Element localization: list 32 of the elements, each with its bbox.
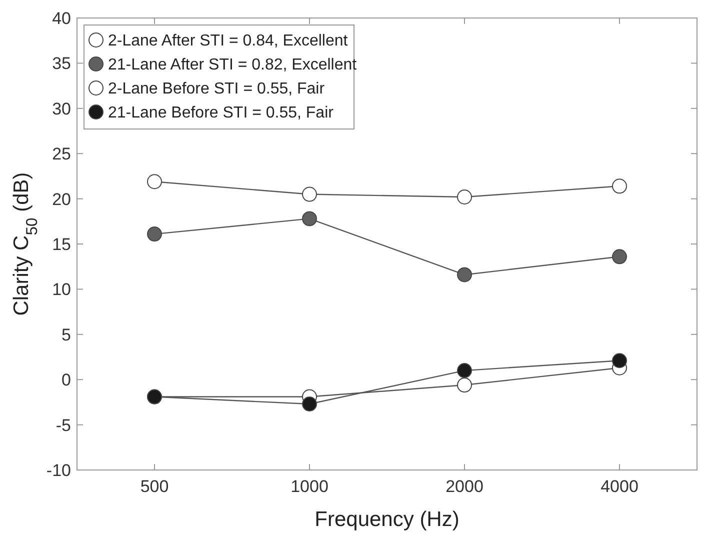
legend-label: 21-Lane Before STI = 0.55, Fair <box>108 104 334 122</box>
point <box>457 267 472 282</box>
y-tick-label: 15 <box>52 234 71 254</box>
legend-label: 2-Lane After STI = 0.84, Excellent <box>108 32 348 50</box>
x-axis-title: Frequency (Hz) <box>314 508 460 531</box>
point <box>302 396 317 412</box>
x-tick-label: 2000 <box>446 477 484 496</box>
y-tick-label: 0 <box>62 370 71 390</box>
point <box>612 249 627 264</box>
point <box>457 189 472 204</box>
y-tick-label: 5 <box>62 325 71 344</box>
y-tick-label: 20 <box>52 190 71 209</box>
legend-label: 21-Lane After STI = 0.82, Excellent <box>108 56 358 74</box>
y-tick-label: -10 <box>46 460 71 480</box>
y-tick-label: 40 <box>52 8 71 28</box>
point <box>147 226 162 242</box>
point <box>612 178 627 194</box>
point <box>302 211 317 226</box>
point <box>612 353 627 368</box>
y-tick-label: 10 <box>52 280 71 300</box>
point <box>147 174 162 190</box>
y-tick-label: 35 <box>52 54 71 74</box>
point <box>457 378 472 393</box>
y-tick-label: 30 <box>52 99 71 118</box>
point <box>457 363 472 378</box>
point <box>302 186 317 202</box>
y-tick-label: 25 <box>52 144 71 164</box>
x-tick-label: 4000 <box>600 477 638 496</box>
x-tick-label: 500 <box>140 477 169 496</box>
y-tick-label: -5 <box>56 416 71 435</box>
legend-label: 2-Lane Before STI = 0.55, Fair <box>108 80 326 98</box>
x-tick-label: 1000 <box>290 477 328 496</box>
